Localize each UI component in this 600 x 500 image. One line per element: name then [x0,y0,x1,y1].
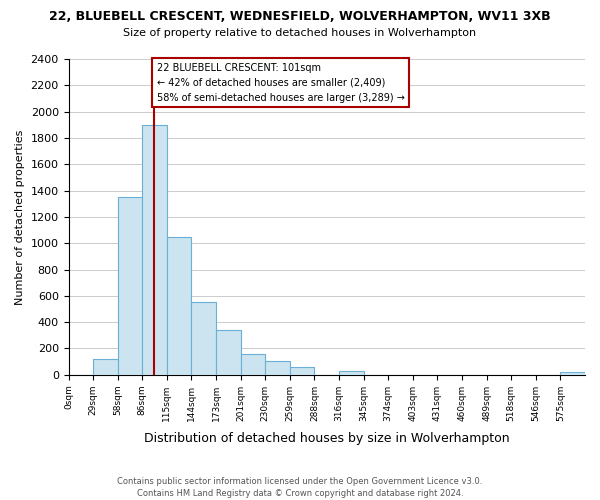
Bar [290,367,314,375]
Text: Size of property relative to detached houses in Wolverhampton: Size of property relative to detached ho… [124,28,476,38]
Bar [191,302,216,375]
X-axis label: Distribution of detached houses by size in Wolverhampton: Distribution of detached houses by size … [144,432,509,445]
Bar [339,371,364,375]
Bar [265,361,290,375]
Text: Contains public sector information licensed under the Open Government Licence v3: Contains public sector information licen… [118,477,482,486]
Bar [93,359,118,375]
Text: 22, BLUEBELL CRESCENT, WEDNESFIELD, WOLVERHAMPTON, WV11 3XB: 22, BLUEBELL CRESCENT, WEDNESFIELD, WOLV… [49,10,551,23]
Bar [142,125,167,375]
Bar [118,197,142,375]
Bar [560,372,585,375]
Y-axis label: Number of detached properties: Number of detached properties [15,129,25,304]
Bar [216,330,241,375]
Bar [167,236,191,375]
Text: Contains HM Land Registry data © Crown copyright and database right 2024.: Contains HM Land Registry data © Crown c… [137,488,463,498]
Text: 22 BLUEBELL CRESCENT: 101sqm
← 42% of detached houses are smaller (2,409)
58% of: 22 BLUEBELL CRESCENT: 101sqm ← 42% of de… [157,63,404,102]
Bar [241,354,265,375]
